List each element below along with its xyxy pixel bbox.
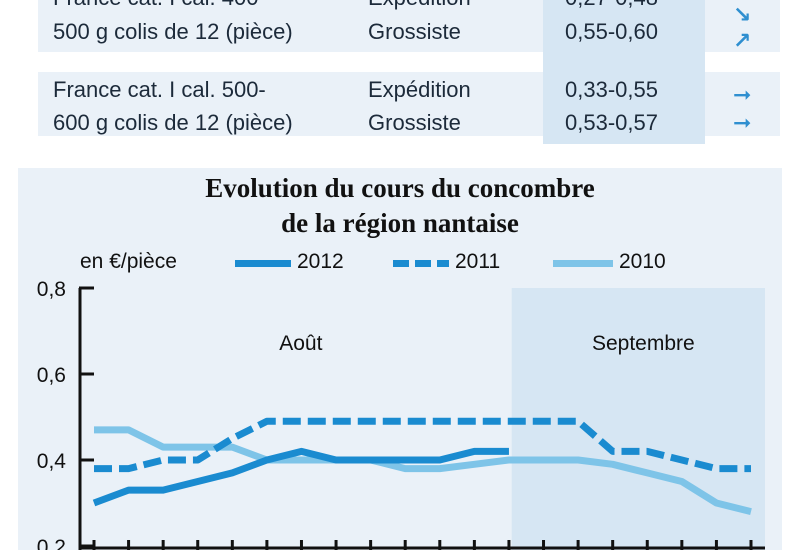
legend-swatch-light <box>553 260 613 267</box>
period-label: Septembre <box>592 332 695 355</box>
right-arrow-icon: ➞ <box>733 82 752 107</box>
chart-title: Evolution du cours du concombre <box>205 173 595 203</box>
market-stage: Grossiste <box>368 110 461 135</box>
legend-label: 2010 <box>619 250 666 273</box>
product-label: 600 g colis de 12 (pièce) <box>53 110 293 135</box>
up-right-arrow-icon: ↗ <box>733 28 752 53</box>
series-line-2010 <box>94 426 752 515</box>
unit-label: en €/pièce <box>80 250 177 273</box>
y-tick-label: 0,4 <box>37 450 67 473</box>
y-tick-label: 0,2 <box>37 536 66 550</box>
price-range: 0,33-0,55 <box>565 77 658 102</box>
down-right-arrow-icon: ↘ <box>733 2 752 27</box>
legend-label: 2011 <box>455 250 501 273</box>
market-stage: Grossiste <box>368 19 461 44</box>
product-label: France cat. I cal. 400- <box>53 0 266 14</box>
chart-subtitle: de la région nantaise <box>281 208 519 238</box>
market-stage: Expédition <box>368 77 471 102</box>
price-range: 0,53-0,57 <box>565 110 658 135</box>
series-line-2012 <box>92 447 509 507</box>
series-line-2011 <box>94 417 751 473</box>
period-label: Août <box>279 332 322 355</box>
y-tick-label: 0,6 <box>37 364 66 387</box>
legend-swatch-solid <box>235 260 291 267</box>
market-stage: Expédition <box>368 0 471 14</box>
price-range: 0,55-0,60 <box>565 19 658 44</box>
price-range: 0,27-0,48 <box>565 0 658 14</box>
price-table: France cat. I cal. 400- 500 g colis de 1… <box>38 0 780 144</box>
price-column-highlight <box>543 0 705 144</box>
legend-swatch-dashed <box>393 260 449 267</box>
product-label: France cat. I cal. 500- <box>53 77 266 102</box>
right-arrow-icon: ➞ <box>733 110 752 135</box>
legend-label: 2012 <box>297 250 344 273</box>
y-tick-label: 0,8 <box>37 278 66 301</box>
product-label: 500 g colis de 12 (pièce) <box>53 19 293 44</box>
